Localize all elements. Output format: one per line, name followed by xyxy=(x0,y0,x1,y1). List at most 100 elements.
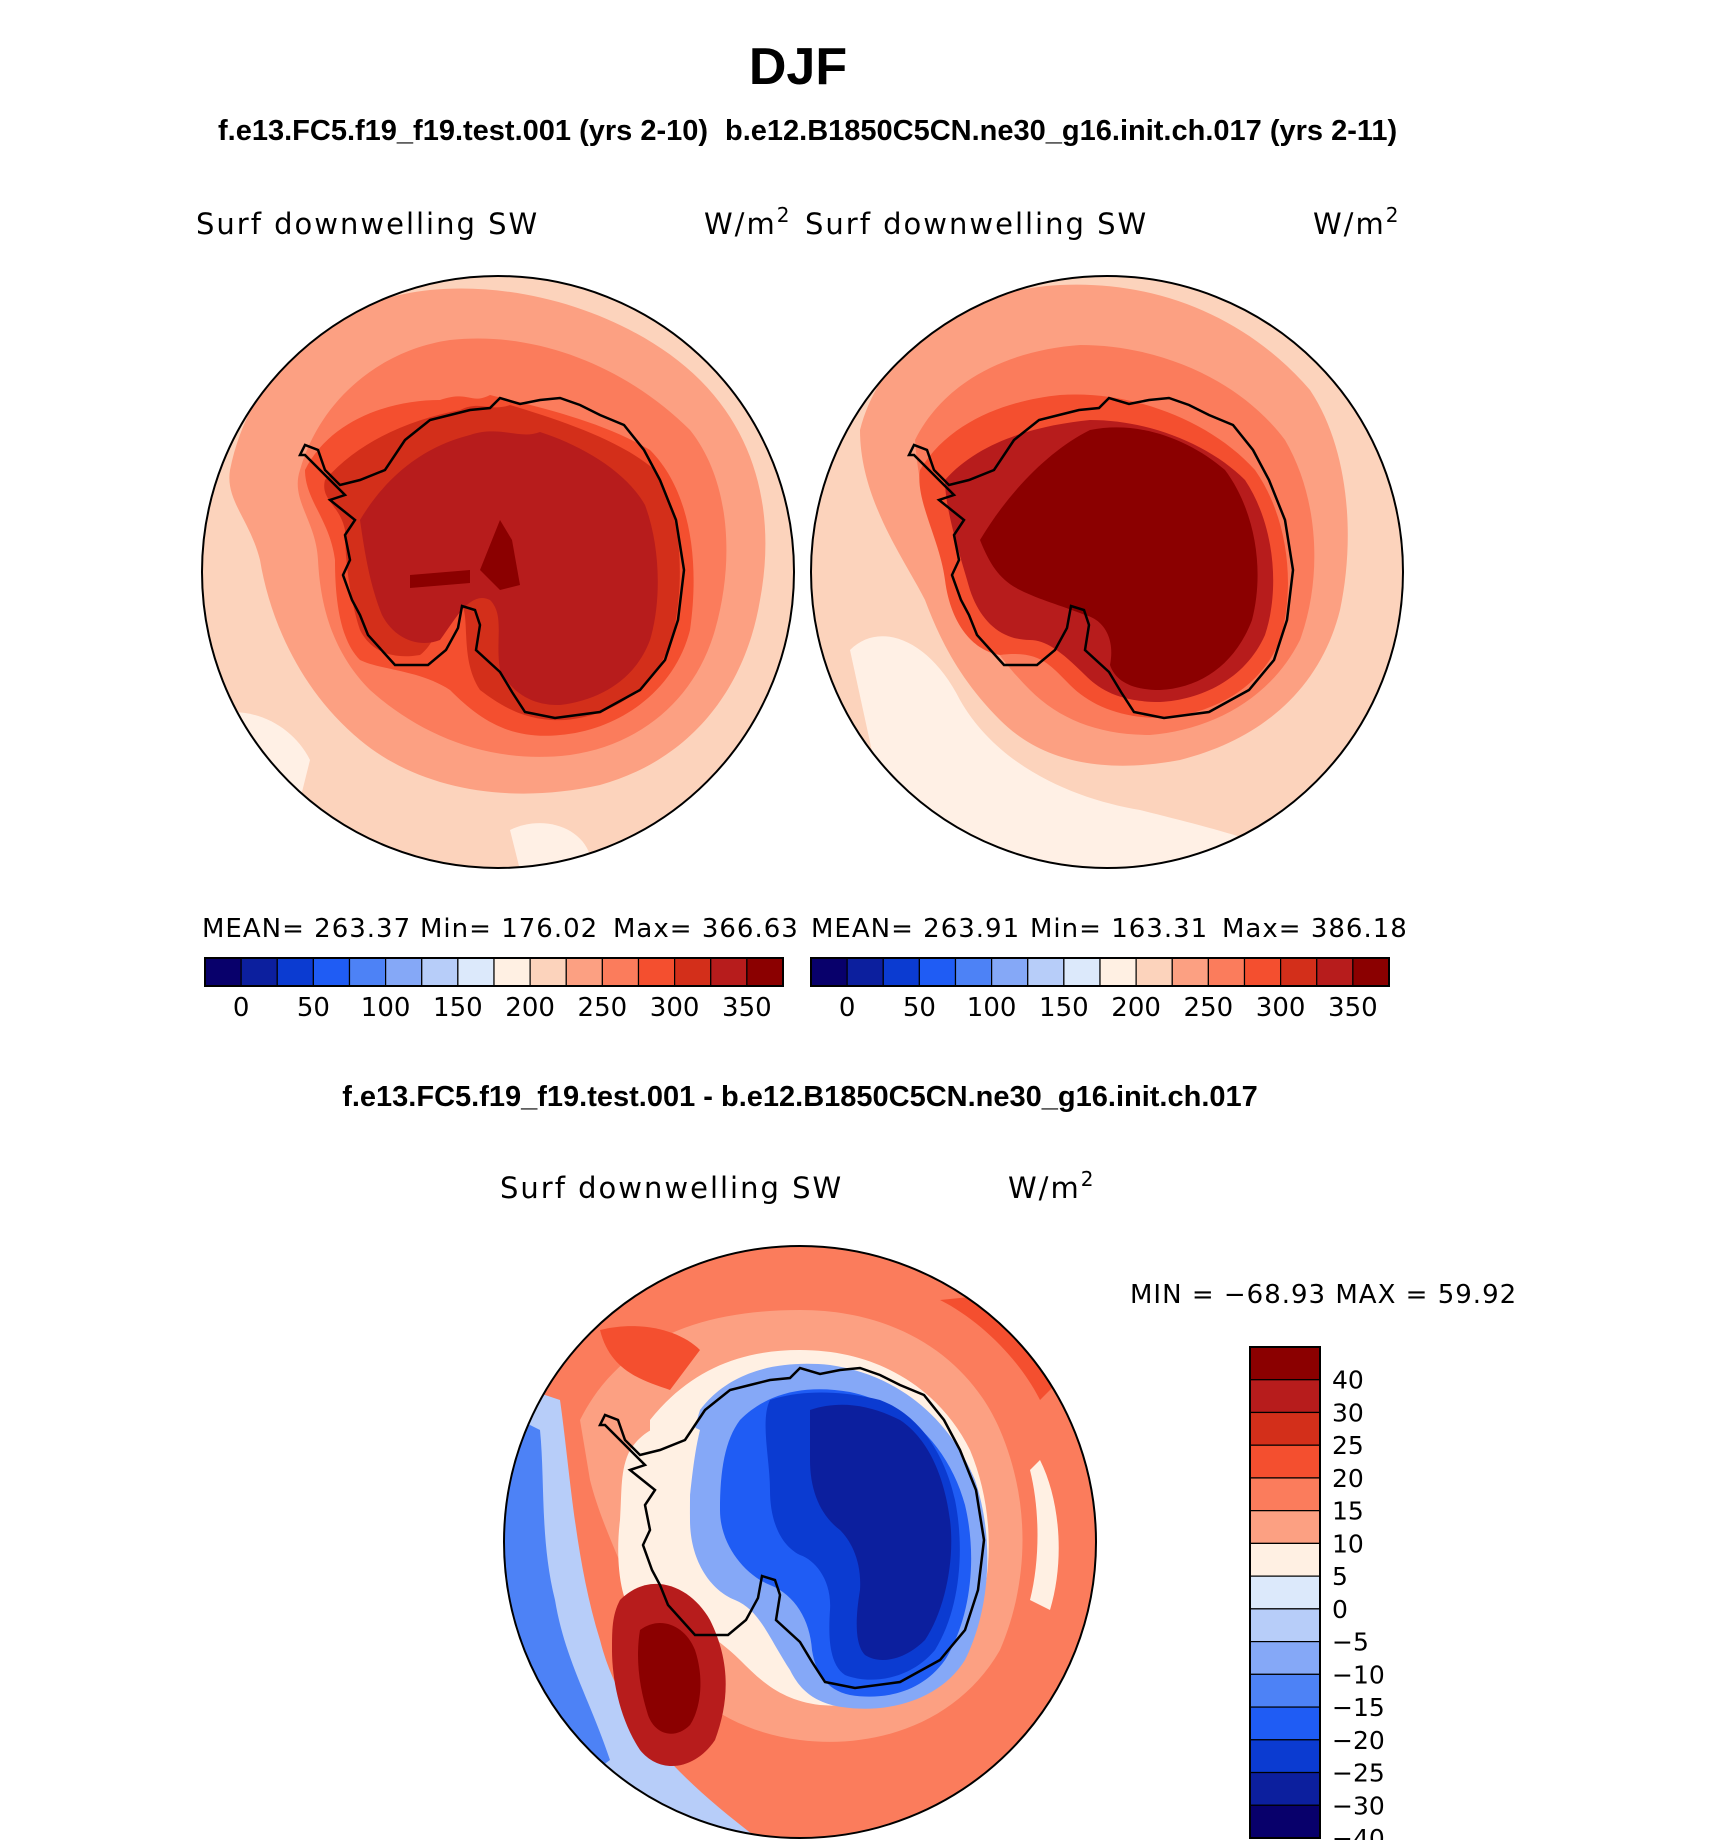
panel-a-min: 176.02 xyxy=(501,914,598,944)
panel-b-max-label: Max= xyxy=(1222,914,1302,944)
diff-colorbar-label: 0 xyxy=(1332,1595,1348,1624)
panel-b-colorbar-swatch xyxy=(991,957,1029,987)
diff-pale-east xyxy=(1030,1460,1059,1610)
diff-colorbar-label: 5 xyxy=(1332,1562,1348,1591)
diff-colorbar-label: −40 xyxy=(1332,1824,1385,1840)
panel-a-interior xyxy=(410,520,520,590)
panel-b-colorbar-tick-label: 0 xyxy=(839,993,856,1023)
panel-b-colorbar-tick-label: 50 xyxy=(903,993,936,1023)
panel-a-map xyxy=(202,276,794,868)
panel-a-colorbar-swatch xyxy=(529,957,567,987)
panel-b-units-sup: 2 xyxy=(1386,203,1401,227)
diff-boundary xyxy=(503,1245,1097,1839)
panel-b-land xyxy=(980,427,1258,690)
diff-colorbar-swatch xyxy=(1249,1542,1321,1577)
diff-colorbar-swatch xyxy=(1249,1608,1321,1643)
panel-a-units: W/m2 xyxy=(704,203,791,241)
panel-b-patch xyxy=(850,636,1250,868)
panel-b-colorbar-swatch xyxy=(954,957,993,987)
panel-a-colorbar-swatch xyxy=(637,957,676,987)
panel-b-colorbar-swatch xyxy=(1352,957,1390,987)
panel-b-map xyxy=(811,276,1403,868)
panel-a-max: 366.63 xyxy=(702,914,799,944)
panel-b-colorbar-frame xyxy=(810,957,1390,987)
diff-colorbar-swatch xyxy=(1249,1477,1321,1512)
diff-colorbar-label: 40 xyxy=(1332,1366,1364,1395)
panel-b-colorbar-swatch xyxy=(1243,957,1282,987)
panel-b-colorbar-swatch xyxy=(1027,957,1065,987)
panel-b-colorbar-tick-label: 150 xyxy=(1039,993,1089,1023)
panel-b-colorbar-tick-label: 350 xyxy=(1328,993,1378,1023)
panel-b-mean-label: MEAN= xyxy=(811,914,914,944)
diff-stats: MIN = −68.93 MAX = 59.92 xyxy=(1130,1280,1517,1310)
panel-a-colorbar-swatch xyxy=(674,957,712,987)
panel-a-colorbar-swatch xyxy=(710,957,748,987)
panel-b-colorbar-swatch xyxy=(918,957,957,987)
diff-max-label: MAX = xyxy=(1335,1280,1428,1310)
panel-a-colorbar-swatch xyxy=(312,957,351,987)
diff-colorbar: 40 30 25 20 15 10 5 0 −5 −10 −15 −20 −25 −30 −40 xyxy=(1249,1346,1385,1840)
panel-b-units: W/m2 xyxy=(1313,203,1400,241)
panel-b-colorbar-swatch xyxy=(846,957,884,987)
panel-b-colorbar-swatch xyxy=(1171,957,1209,987)
panel-a-colorbar-swatch xyxy=(204,957,242,987)
diff-colorbar-frame xyxy=(1249,1346,1321,1839)
panel-b-colorbar-swatch xyxy=(1207,957,1246,987)
diff-colorbar-label: 10 xyxy=(1332,1529,1364,1558)
diff-units: W/m2 xyxy=(1008,1167,1095,1205)
panel-b-min: 163.31 xyxy=(1111,914,1208,944)
panel-a-colorbar-swatch xyxy=(493,957,531,987)
diff-colorbar-swatch xyxy=(1249,1804,1321,1839)
panel-b-colorbar-tick-label: 250 xyxy=(1184,993,1234,1023)
panel-a-variable: Surf downwelling SW xyxy=(196,207,539,241)
panel-b-coastline xyxy=(906,396,1295,720)
diff-units-base: W/m xyxy=(1008,1171,1081,1205)
panel-b-units-base: W/m xyxy=(1313,207,1386,241)
diff-min-label: MIN = xyxy=(1130,1280,1215,1310)
panel-a-stats: MEAN= 263.37 Min= 176.02 Max= 366.63 xyxy=(202,914,799,944)
panel-a-colorbar-tick-label: 300 xyxy=(650,993,700,1023)
diff-coastline xyxy=(597,1366,986,1690)
panel-a-colorbar-tick-label: 50 xyxy=(297,993,330,1023)
diff-colorbar-label: 20 xyxy=(1332,1464,1364,1493)
diff-colorbar-label: 25 xyxy=(1332,1431,1364,1460)
diff-colorbar-swatch xyxy=(1249,1346,1321,1381)
panel-a-colorbar-tick-label: 150 xyxy=(433,993,483,1023)
panel-a-min-label: Min= xyxy=(420,914,492,944)
diff-dark-red-core xyxy=(637,1622,701,1734)
panel-b-max: 386.18 xyxy=(1311,914,1408,944)
diff-colorbar-label: 30 xyxy=(1332,1398,1364,1427)
panel-b-colorbar-swatch xyxy=(810,957,848,987)
panel-a-colorbar-tick-label: 0 xyxy=(233,993,250,1023)
panel-b-mean: 263.91 xyxy=(923,914,1020,944)
panel-b-min-label: Min= xyxy=(1030,914,1102,944)
test-case-title: f.e13.FC5.f19_f19.test.001 (yrs 2-10) xyxy=(218,115,708,147)
panel-b-colorbar-swatch xyxy=(882,957,920,987)
diff-red-nw xyxy=(600,1326,700,1390)
diff-colorbar-label: −20 xyxy=(1332,1726,1385,1755)
panel-a-colorbar-tick-label: 250 xyxy=(578,993,628,1023)
panel-a-colorbar-swatch xyxy=(421,957,459,987)
panel-a-colorbar-swatch xyxy=(457,957,495,987)
panel-b-stats: MEAN= 263.91 Min= 163.31 Max= 386.18 xyxy=(811,914,1408,944)
panel-a-colorbar-swatch xyxy=(240,957,278,987)
control-case-title: b.e12.B1850C5CN.ne30_g16.init.ch.017 (yr… xyxy=(725,115,1397,147)
diff-colorbar-label: −5 xyxy=(1332,1628,1369,1657)
panel-b-colorbar-tick-label: 300 xyxy=(1256,993,1306,1023)
diff-units-sup: 2 xyxy=(1081,1167,1096,1191)
panel-a-units-sup: 2 xyxy=(777,203,792,227)
diff-title: f.e13.FC5.f19_f19.test.001 - b.e12.B1850… xyxy=(342,1081,1258,1113)
panel-b-colorbar-swatch xyxy=(1063,957,1101,987)
diff-colorbar-swatch xyxy=(1249,1444,1321,1479)
panel-b-variable: Surf downwelling SW xyxy=(805,207,1148,241)
diff-colorbar-swatch xyxy=(1249,1510,1321,1544)
diff-white-land xyxy=(618,1424,700,1620)
diff-map xyxy=(504,1246,1096,1838)
panel-b-boundary xyxy=(810,275,1404,869)
diff-colorbar-swatch xyxy=(1249,1379,1321,1414)
diff-colorbar-swatch xyxy=(1249,1673,1321,1708)
diff-colorbar-swatch xyxy=(1249,1771,1321,1806)
panel-a-mean: 263.37 xyxy=(314,914,411,944)
diff-colorbar-label: −30 xyxy=(1332,1791,1385,1820)
